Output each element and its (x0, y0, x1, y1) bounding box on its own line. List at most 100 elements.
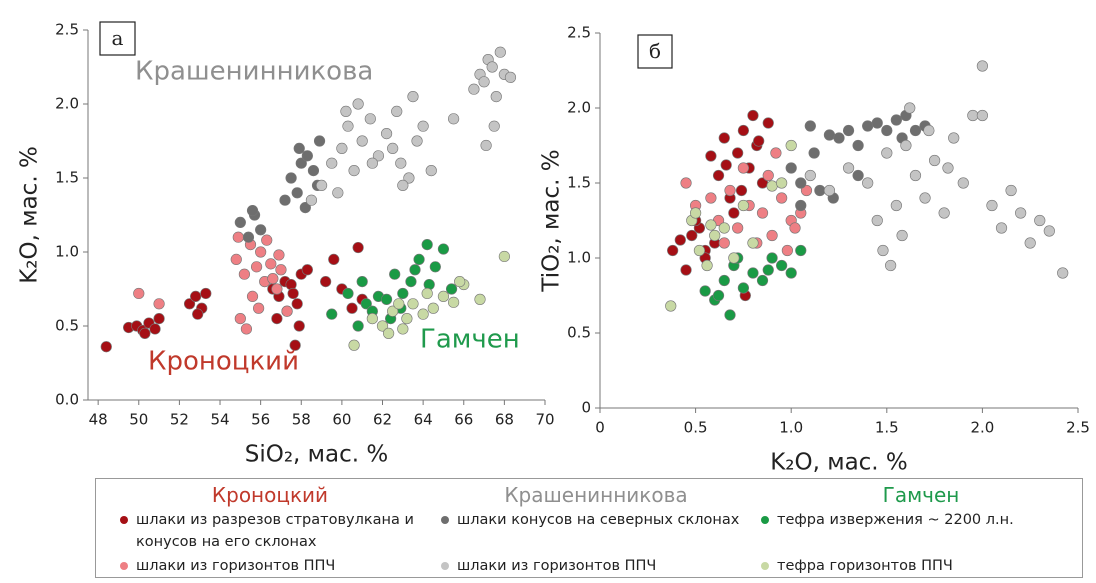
point (737, 282, 750, 294)
panel-label: б (649, 39, 661, 63)
point (250, 261, 263, 273)
legend-group-title: Кроноцкий (211, 483, 329, 507)
point (795, 199, 807, 212)
point (785, 267, 797, 279)
point (705, 150, 717, 162)
point (320, 276, 332, 288)
point (307, 165, 320, 177)
point (348, 339, 360, 351)
point (234, 216, 246, 228)
point (762, 264, 774, 276)
point (1005, 184, 1017, 197)
point (326, 308, 338, 320)
point (728, 207, 740, 219)
y-tick-label: 1.5 (567, 174, 591, 192)
point (804, 169, 816, 182)
point (133, 287, 145, 300)
point (808, 147, 820, 159)
point (271, 313, 283, 325)
point (756, 207, 769, 219)
point (403, 172, 415, 184)
point (454, 276, 466, 288)
point (139, 327, 151, 340)
point (877, 244, 889, 257)
legend-marker (441, 562, 449, 570)
point (785, 162, 797, 174)
point (490, 90, 502, 103)
point (904, 102, 916, 114)
point (498, 250, 510, 263)
annotation: Гамчен (420, 325, 520, 355)
point (437, 243, 450, 255)
x-tick-label: 0 (595, 419, 605, 437)
point (383, 327, 395, 340)
panel-label: а (112, 26, 124, 50)
y-axis-label: K₂O, мас. % (17, 146, 43, 284)
point (871, 214, 883, 227)
y-tick-label: 0.5 (567, 324, 591, 342)
point (397, 179, 409, 191)
point (852, 169, 864, 182)
point (279, 194, 291, 206)
point (852, 139, 864, 152)
point (762, 169, 774, 182)
point (417, 120, 429, 132)
point (680, 264, 692, 276)
point (397, 323, 409, 335)
x-tick-label: 58 (292, 411, 311, 429)
point (718, 237, 730, 249)
point (814, 184, 826, 197)
point (387, 305, 399, 317)
point (686, 229, 698, 242)
point (896, 229, 908, 242)
point (352, 241, 364, 254)
legend-entry: шлаки из разрезов стратовулкана и конусо… (120, 509, 420, 553)
point (753, 135, 765, 147)
point (689, 207, 702, 219)
legend-marker (761, 562, 769, 570)
point (348, 165, 360, 177)
point (718, 274, 730, 287)
point (718, 222, 730, 234)
point (407, 298, 419, 310)
point (326, 157, 338, 169)
point (928, 154, 941, 167)
point (232, 231, 244, 243)
point (795, 177, 807, 189)
point (230, 253, 242, 265)
point (674, 234, 686, 246)
point (401, 313, 413, 325)
y-tick-label: 2.5 (567, 24, 591, 42)
point (275, 264, 287, 276)
x-tick-label: 60 (332, 411, 351, 429)
y-tick-label: 0 (581, 399, 591, 417)
point (804, 120, 816, 132)
point (737, 199, 750, 212)
legend-entry: тефра горизонтов ППЧ (761, 555, 1081, 577)
y-tick-label: 1.0 (55, 243, 79, 261)
point (376, 320, 389, 332)
point (372, 150, 385, 162)
point (1057, 267, 1069, 279)
point (332, 187, 344, 199)
y-tick-label: 1.5 (55, 169, 79, 187)
point (437, 290, 450, 303)
point (747, 109, 759, 122)
point (1034, 214, 1046, 227)
point (380, 128, 393, 140)
point (504, 71, 517, 83)
point (313, 135, 326, 147)
x-tick-label: 2.0 (970, 419, 994, 437)
point (246, 204, 259, 217)
point (890, 114, 902, 126)
point (781, 244, 793, 257)
point (478, 76, 490, 88)
point (149, 323, 161, 335)
point (360, 298, 372, 310)
point (732, 222, 744, 234)
point (100, 341, 112, 353)
point (728, 252, 740, 264)
point (261, 234, 273, 246)
legend-label: шлаки из горизонтов ППЧ (457, 558, 657, 574)
